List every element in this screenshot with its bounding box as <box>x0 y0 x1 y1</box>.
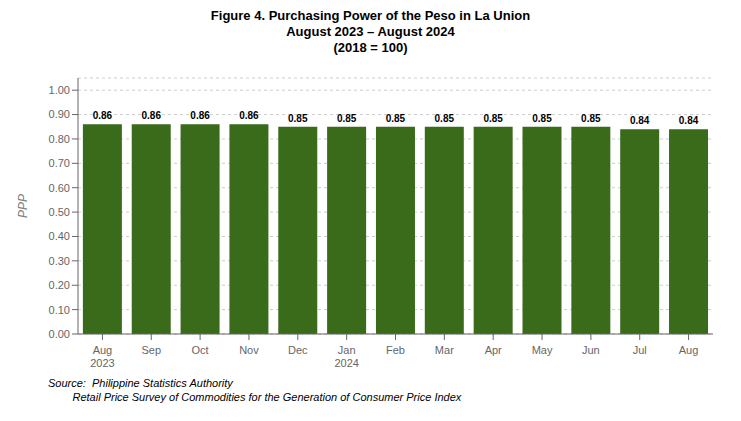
svg-text:Aug2023: Aug2023 <box>90 344 114 369</box>
svg-text:0.85: 0.85 <box>288 113 308 124</box>
svg-text:0.86: 0.86 <box>141 110 161 121</box>
svg-text:0.80: 0.80 <box>49 133 70 145</box>
svg-text:0.85: 0.85 <box>581 113 601 124</box>
svg-text:Nov: Nov <box>239 344 259 356</box>
svg-text:Oct: Oct <box>192 344 209 356</box>
svg-text:Apr: Apr <box>485 344 502 356</box>
html-text:Figure 4. Purchasing Power of: Figure 4. Purchasing Power of the Peso i… <box>210 8 531 23</box>
svg-text:Jun: Jun <box>582 344 600 356</box>
html-text:Retail Price Survey of Commodi: Retail Price Survey of Commodities for t… <box>48 391 462 403</box>
svg-text:Aug: Aug <box>679 344 699 356</box>
svg-text:0.90: 0.90 <box>49 108 70 120</box>
svg-text:0.20: 0.20 <box>49 279 70 291</box>
svg-text:Jan2024: Jan2024 <box>334 344 358 369</box>
svg-text:0.85: 0.85 <box>435 113 455 124</box>
svg-text:Dec: Dec <box>288 344 308 356</box>
svg-text:0.40: 0.40 <box>49 230 70 242</box>
svg-text:0.50: 0.50 <box>49 206 70 218</box>
svg-text:0.85: 0.85 <box>386 113 406 124</box>
svg-text:0.84: 0.84 <box>679 115 699 126</box>
svg-text:0.85: 0.85 <box>483 113 503 124</box>
svg-text:0.60: 0.60 <box>49 182 70 194</box>
html-text:(2018 = 100): (2018 = 100) <box>333 40 408 55</box>
svg-text:0.86: 0.86 <box>190 110 210 121</box>
svg-text:Sep: Sep <box>141 344 161 356</box>
svg-text:0.70: 0.70 <box>49 157 70 169</box>
svg-text:1.00: 1.00 <box>49 84 70 96</box>
svg-text:0.85: 0.85 <box>532 113 552 124</box>
svg-text:0.30: 0.30 <box>49 255 70 267</box>
svg-text:Mar: Mar <box>435 344 454 356</box>
html-text:August 2023 – August 2024: August 2023 – August 2024 <box>286 24 455 39</box>
svg-text:0.00: 0.00 <box>49 328 70 340</box>
svg-text:0.84: 0.84 <box>630 115 650 126</box>
html-text:Source: Philippine Statistics: Source: Philippine Statistics Authority <box>48 377 233 389</box>
svg-text:0.10: 0.10 <box>49 304 70 316</box>
svg-text:May: May <box>532 344 553 356</box>
svg-text:Feb: Feb <box>386 344 405 356</box>
svg-text:0.85: 0.85 <box>337 113 357 124</box>
svg-text:0.86: 0.86 <box>239 110 259 121</box>
svg-text:PPP: PPP <box>16 194 30 218</box>
svg-text:Jul: Jul <box>633 344 647 356</box>
svg-text:0.86: 0.86 <box>93 110 113 121</box>
